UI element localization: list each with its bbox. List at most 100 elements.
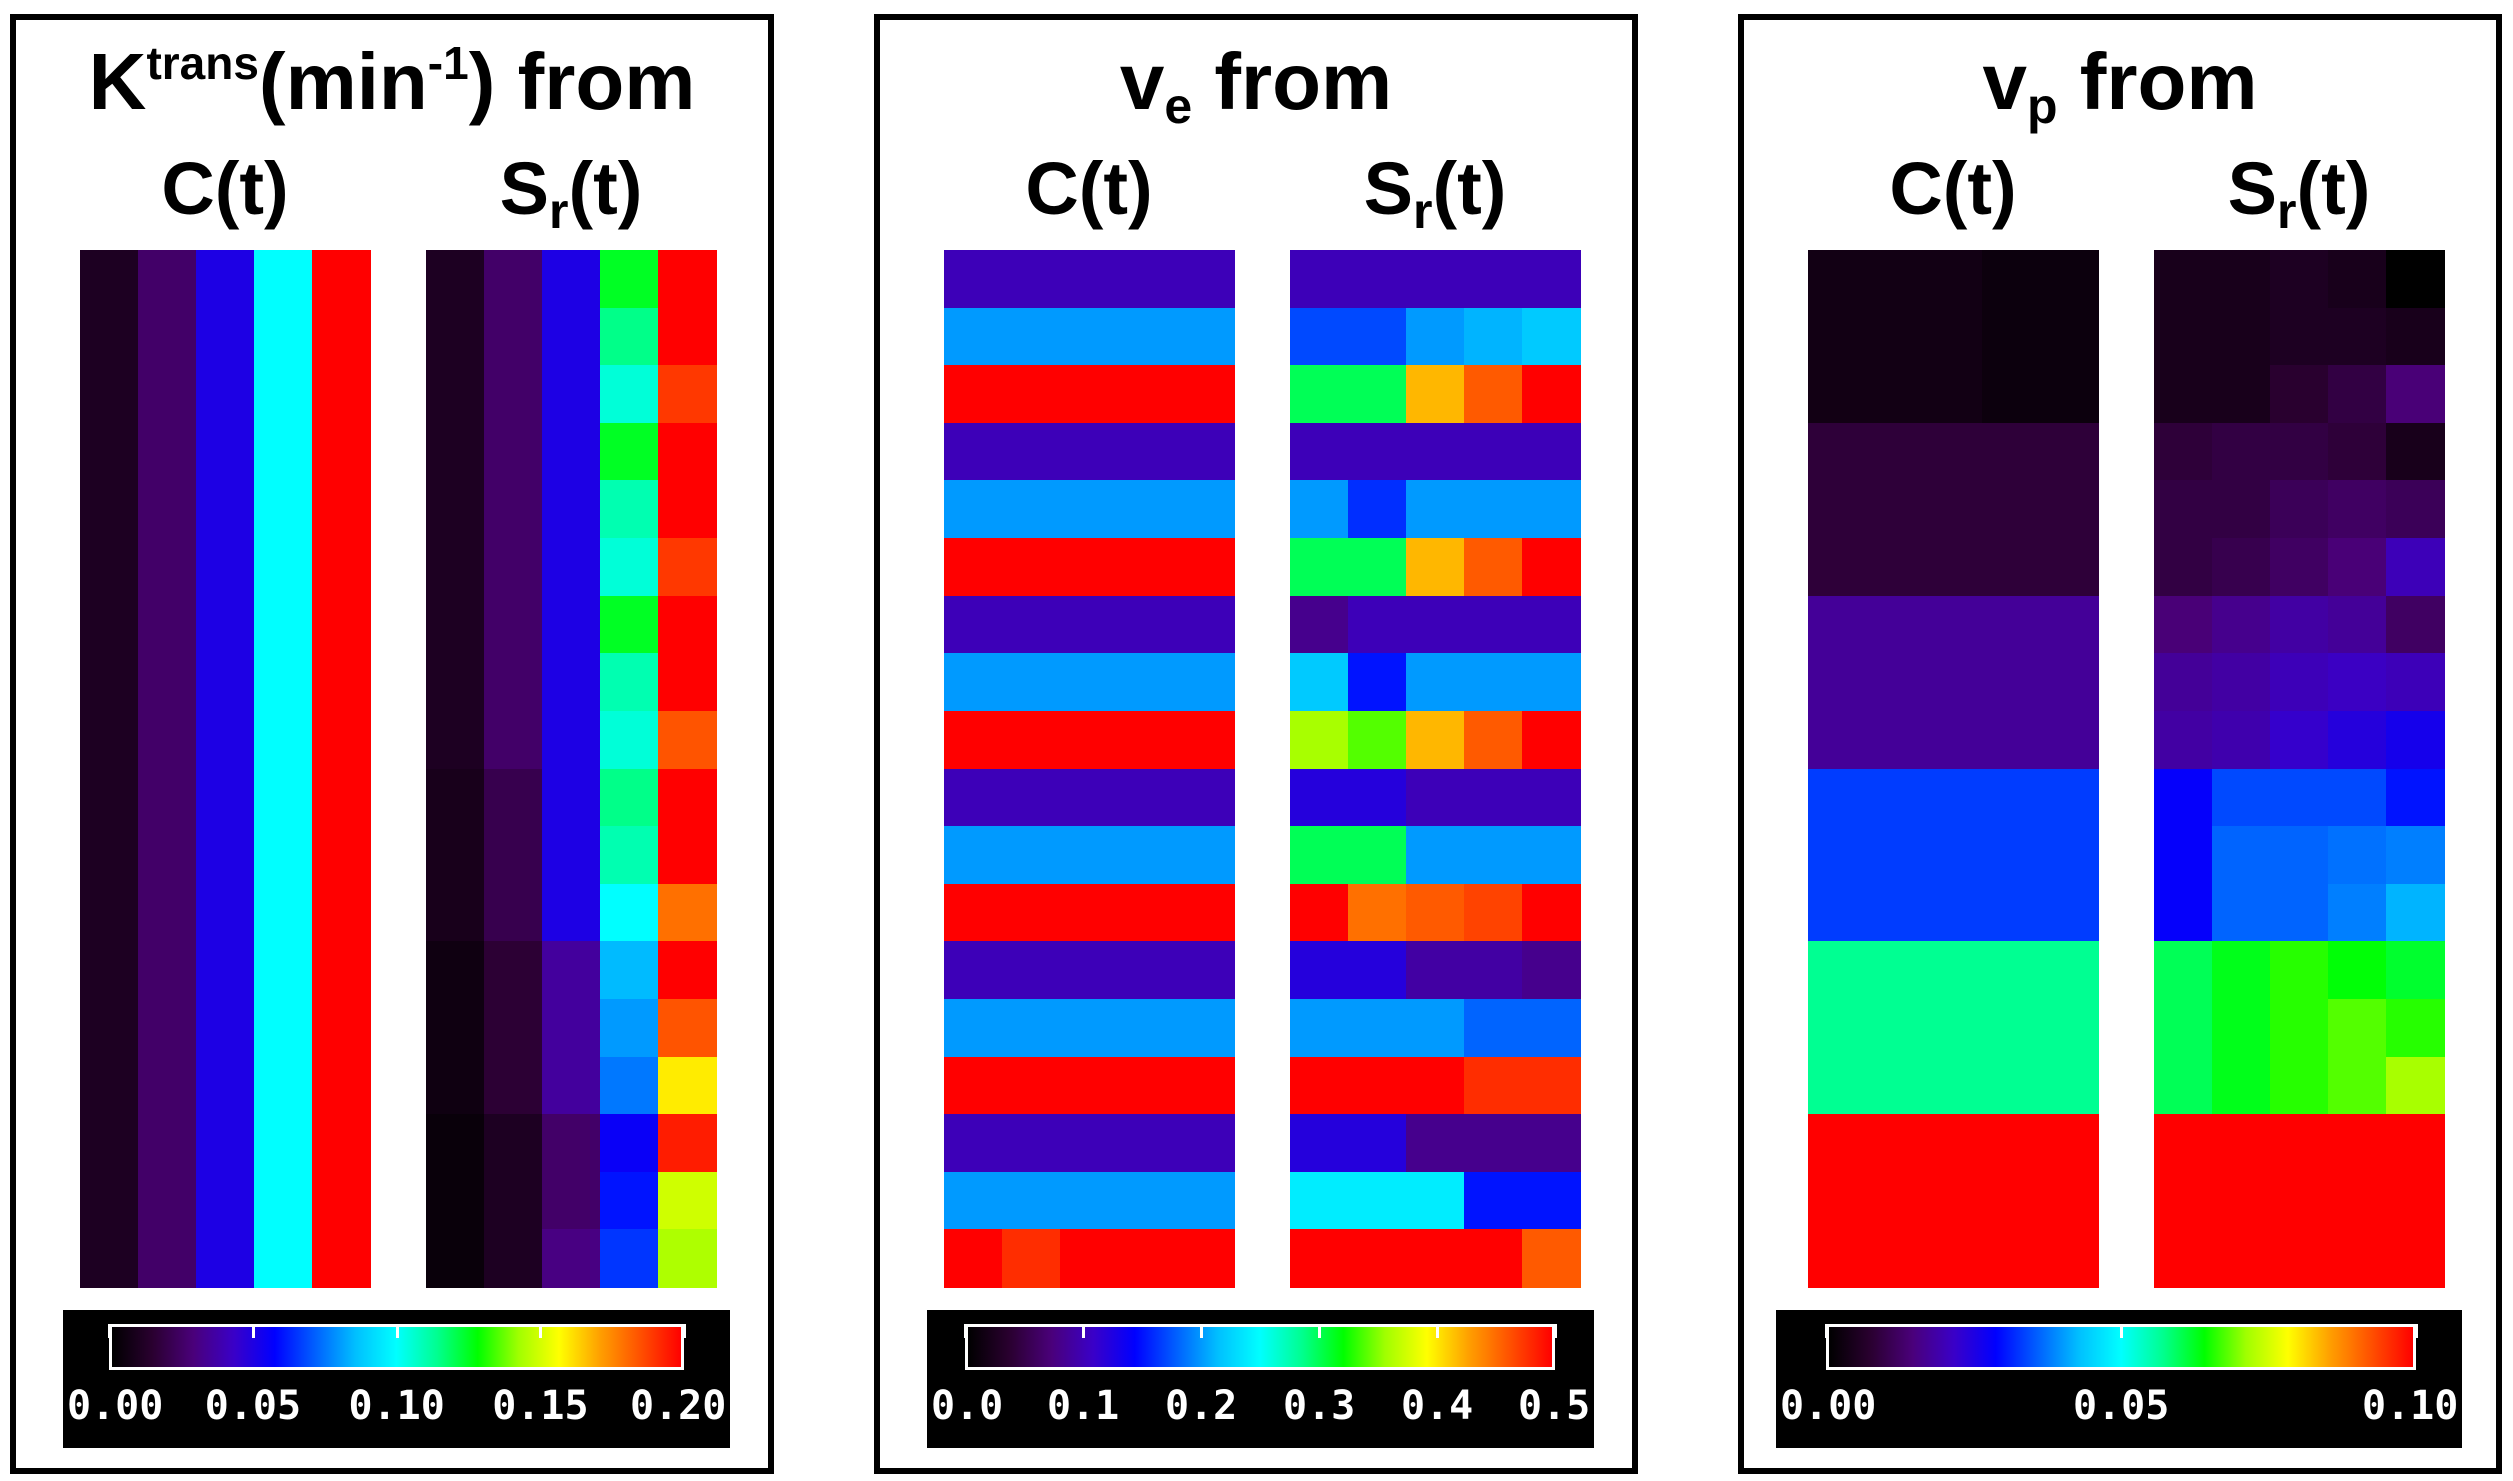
heatmap-cell: [542, 422, 601, 482]
heatmap-cell: [658, 1171, 717, 1231]
colorbar-tick-label: 0.2: [1165, 1383, 1238, 1429]
heatmap-cell: [2154, 1114, 2213, 1174]
heatmap-cell: [1060, 250, 1119, 309]
heatmap-cell: [2154, 826, 2213, 886]
heatmap-cell: [1464, 1229, 1523, 1289]
heatmap-cell: [1464, 422, 1523, 482]
heatmap-cell: [1290, 595, 1349, 655]
ve-heatmap-srt: [1290, 250, 1581, 1289]
ve-right-label-end: (t): [1432, 147, 1507, 230]
heatmap-cell: [484, 1114, 543, 1174]
heatmap-cell: [312, 480, 371, 540]
heatmap-cell: [1118, 595, 1177, 655]
heatmap-cell: [1982, 826, 2041, 886]
heatmap-cell: [1924, 1171, 1983, 1231]
heatmap-cell: [2328, 1229, 2387, 1289]
heatmap-cell: [1176, 1229, 1235, 1289]
heatmap-cell: [1348, 538, 1407, 598]
heatmap-cell: [1982, 768, 2041, 828]
heatmap-cell: [484, 710, 543, 770]
ktrans-right-label: Sr(t): [426, 152, 716, 237]
heatmap-cell: [1406, 1171, 1465, 1231]
heatmap-cell: [196, 653, 255, 713]
heatmap-cell: [2040, 1171, 2099, 1231]
heatmap-cell: [80, 1229, 139, 1289]
heatmap-cell: [80, 826, 139, 886]
heatmap-cell: [80, 653, 139, 713]
heatmap-cell: [2270, 480, 2329, 540]
heatmap-cell: [1290, 538, 1349, 598]
heatmap-cell: [1808, 768, 1867, 828]
heatmap-cell: [1118, 883, 1177, 943]
heatmap-cell: [2328, 595, 2387, 655]
heatmap-cell: [138, 883, 197, 943]
heatmap-cell: [80, 1056, 139, 1116]
heatmap-cell: [196, 1229, 255, 1289]
heatmap-cell: [1002, 998, 1061, 1058]
heatmap-cell: [1924, 826, 1983, 886]
heatmap-cell: [196, 1114, 255, 1174]
heatmap-cell: [1290, 653, 1349, 713]
heatmap-cell: [1522, 941, 1581, 1001]
heatmap-cell: [1982, 653, 2041, 713]
heatmap-cell: [1348, 1114, 1407, 1174]
heatmap-cell: [1808, 595, 1867, 655]
colorbar-tick: [1200, 1324, 1203, 1338]
heatmap-cell: [2270, 941, 2329, 1001]
heatmap-cell: [312, 538, 371, 598]
heatmap-cell: [1060, 307, 1119, 367]
heatmap-cell: [2328, 538, 2387, 598]
heatmap-cell: [196, 307, 255, 367]
heatmap-cell: [254, 941, 313, 1001]
heatmap-cell: [2212, 480, 2271, 540]
ktrans-right-label-end: (t): [568, 147, 643, 230]
heatmap-cell: [312, 1114, 371, 1174]
heatmap-cell: [1924, 1114, 1983, 1174]
heatmap-cell: [1982, 480, 2041, 540]
heatmap-cell: [254, 365, 313, 425]
heatmap-cell: [658, 365, 717, 425]
heatmap-cell: [1982, 941, 2041, 1001]
heatmap-cell: [600, 307, 659, 367]
heatmap-cell: [2270, 1114, 2329, 1174]
heatmap-cell: [2270, 883, 2329, 943]
heatmap-cell: [1176, 595, 1235, 655]
heatmap-cell: [2328, 710, 2387, 770]
heatmap-cell: [1982, 307, 2041, 367]
heatmap-cell: [1808, 480, 1867, 540]
heatmap-cell: [944, 1171, 1003, 1231]
heatmap-cell: [2154, 883, 2213, 943]
ve-title-main: v: [1119, 37, 1165, 126]
heatmap-cell: [1118, 422, 1177, 482]
heatmap-cell: [1060, 883, 1119, 943]
heatmap-cell: [1924, 538, 1983, 598]
heatmap-cell: [2270, 595, 2329, 655]
heatmap-cell: [1866, 1171, 1925, 1231]
heatmap-cell: [542, 538, 601, 598]
heatmap-cell: [542, 480, 601, 540]
heatmap-cell: [1348, 768, 1407, 828]
heatmap-cell: [1176, 538, 1235, 598]
heatmap-cell: [312, 826, 371, 886]
heatmap-cell: [254, 998, 313, 1058]
heatmap-cell: [1060, 768, 1119, 828]
heatmap-cell: [254, 480, 313, 540]
heatmap-cell: [1982, 1229, 2041, 1289]
heatmap-cell: [2154, 595, 2213, 655]
vp-heatmap-srt: [2154, 250, 2445, 1289]
heatmap-cell: [484, 422, 543, 482]
heatmap-cell: [138, 422, 197, 482]
vp-left-label: C(t): [1889, 147, 2017, 230]
heatmap-cell: [1002, 250, 1061, 309]
heatmap-cell: [426, 1114, 485, 1174]
ktrans-colorbar: 0.00 0.05 0.10 0.15 0.20: [63, 1310, 730, 1448]
heatmap-cell: [2212, 653, 2271, 713]
heatmap-cell: [2328, 998, 2387, 1058]
heatmap-cell: [2386, 768, 2445, 828]
heatmap-cell: [1290, 250, 1349, 309]
heatmap-cell: [1464, 365, 1523, 425]
heatmap-cell: [1808, 941, 1867, 1001]
heatmap-cell: [426, 1229, 485, 1289]
heatmap-cell: [658, 1229, 717, 1289]
colorbar-tick-label: 0.00: [1780, 1383, 1877, 1429]
